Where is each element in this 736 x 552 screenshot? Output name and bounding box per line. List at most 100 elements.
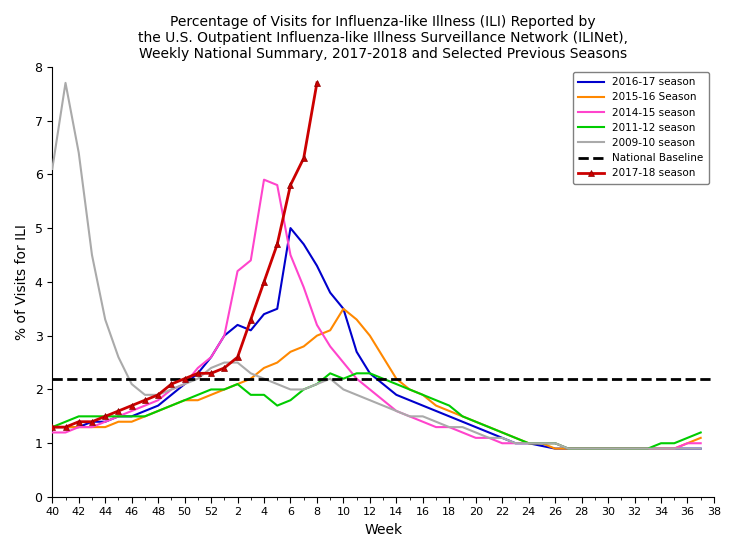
2016-17 season (286, 225, 295, 231)
2014-15 season (670, 445, 679, 452)
2011-12 season (207, 386, 216, 393)
2014-15 season (379, 397, 388, 404)
2014-15 season (643, 445, 652, 452)
2014-15 season (313, 322, 322, 328)
2015-16 Season (154, 408, 163, 415)
2009-10 season (353, 391, 361, 398)
2014-15 season (577, 445, 586, 452)
2015-16 Season (339, 305, 348, 312)
2014-15 season (154, 397, 163, 404)
2011-12 season (339, 375, 348, 382)
2016-17 season (431, 408, 440, 415)
2009-10 season (300, 386, 308, 393)
2016-17 season (273, 305, 282, 312)
2009-10 season (471, 429, 480, 436)
2009-10 season (604, 445, 612, 452)
2016-17 season (458, 418, 467, 425)
2017-18 season (220, 365, 229, 371)
2014-15 season (127, 408, 136, 415)
2014-15 season (458, 429, 467, 436)
2015-16 Season (88, 424, 96, 431)
2009-10 season (617, 445, 626, 452)
2016-17 season (61, 424, 70, 431)
2016-17 season (537, 443, 546, 449)
2011-12 season (154, 408, 163, 415)
2009-10 season (431, 418, 440, 425)
2017-18 season (154, 391, 163, 398)
2017-18 season (233, 354, 242, 360)
2015-16 Season (484, 424, 493, 431)
2009-10 season (127, 381, 136, 388)
2016-17 season (167, 391, 176, 398)
2015-16 Season (48, 424, 57, 431)
2014-15 season (194, 365, 202, 371)
2014-15 season (551, 440, 559, 447)
2011-12 season (564, 445, 573, 452)
2011-12 season (590, 445, 599, 452)
2011-12 season (683, 434, 692, 441)
2014-15 season (247, 257, 255, 264)
2015-16 Season (61, 424, 70, 431)
2009-10 season (167, 386, 176, 393)
2017-18 season (141, 397, 149, 404)
2015-16 Season (286, 348, 295, 355)
2009-10 season (379, 402, 388, 409)
2014-15 season (88, 424, 96, 431)
2009-10 season (498, 434, 506, 441)
2016-17 season (445, 413, 453, 420)
2014-15 season (300, 284, 308, 290)
2011-12 season (101, 413, 110, 420)
2014-15 season (590, 445, 599, 452)
2016-17 season (630, 445, 639, 452)
Line: 2014-15 season: 2014-15 season (52, 180, 701, 449)
2015-16 Season (74, 424, 83, 431)
Legend: 2016-17 season, 2015-16 Season, 2014-15 season, 2011-12 season, 2009-10 season, : 2016-17 season, 2015-16 Season, 2014-15 … (573, 72, 709, 184)
2016-17 season (220, 332, 229, 339)
2015-16 Season (498, 429, 506, 436)
2009-10 season (630, 445, 639, 452)
2011-12 season (392, 381, 401, 388)
2017-18 season (313, 79, 322, 86)
2009-10 season (154, 391, 163, 398)
Line: 2017-18 season: 2017-18 season (49, 79, 320, 431)
Line: 2015-16 Season: 2015-16 Season (52, 309, 701, 449)
2017-18 season (286, 182, 295, 188)
2015-16 Season (537, 440, 546, 447)
2011-12 season (114, 413, 123, 420)
2011-12 season (88, 413, 96, 420)
2015-16 Season (630, 445, 639, 452)
2014-15 season (260, 177, 269, 183)
2015-16 Season (180, 397, 189, 404)
2011-12 season (617, 445, 626, 452)
2009-10 season (366, 397, 375, 404)
2016-17 season (577, 445, 586, 452)
2014-15 season (511, 440, 520, 447)
2015-16 Season (431, 402, 440, 409)
2011-12 season (300, 386, 308, 393)
2016-17 season (657, 445, 665, 452)
2014-15 season (74, 424, 83, 431)
2011-12 season (524, 440, 533, 447)
2009-10 season (643, 445, 652, 452)
2011-12 season (194, 391, 202, 398)
2011-12 season (326, 370, 335, 376)
X-axis label: Week: Week (364, 523, 402, 537)
2016-17 season (696, 445, 705, 452)
2011-12 season (379, 375, 388, 382)
2009-10 season (74, 150, 83, 156)
2009-10 season (194, 375, 202, 382)
2014-15 season (405, 413, 414, 420)
2015-16 Season (405, 386, 414, 393)
2016-17 season (339, 305, 348, 312)
2016-17 season (48, 424, 57, 431)
2015-16 Season (233, 381, 242, 388)
2016-17 season (114, 413, 123, 420)
2015-16 Season (590, 445, 599, 452)
2014-15 season (233, 268, 242, 274)
2015-16 Season (353, 316, 361, 323)
2011-12 season (431, 397, 440, 404)
2011-12 season (418, 391, 427, 398)
2015-16 Season (194, 397, 202, 404)
2014-15 season (286, 252, 295, 258)
2015-16 Season (643, 445, 652, 452)
